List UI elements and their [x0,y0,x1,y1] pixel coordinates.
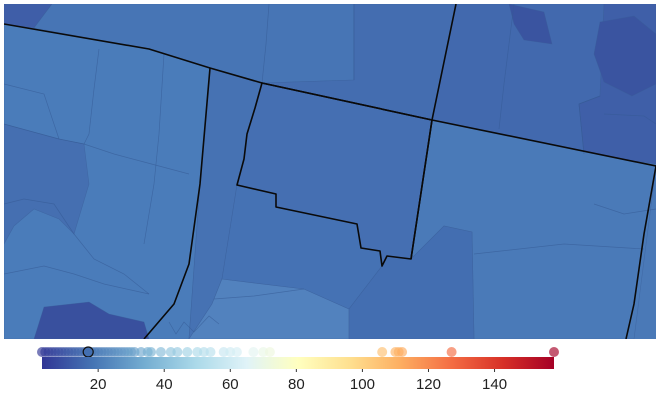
colorbar-ticks: 20 40 60 80 100 120 140 [90,369,507,393]
region-far-ne-dark[interactable] [508,4,553,45]
outlined-region-border [236,82,433,267]
choropleth-map[interactable] [4,4,656,339]
county-line-e [4,265,150,295]
distribution-dot [549,347,559,357]
county-line-k [593,203,656,215]
distribution-dot [264,347,275,357]
distribution-dot [155,347,166,357]
colorbar-tick-label: 100 [350,376,375,393]
value-distribution-strip [37,346,559,358]
distribution-dot [146,347,156,357]
legend-canvas: 20 40 60 80 100 120 140 [37,346,559,393]
county-line-d [4,198,150,295]
colorbar-tick-label: 80 [288,376,305,393]
colorbar [42,357,554,369]
state-border-north [4,23,656,167]
county-line-j [603,113,656,125]
map-canvas[interactable] [4,4,656,339]
county-line-i [578,95,601,155]
distribution-dot [397,347,408,357]
distribution-dot [205,347,216,357]
state-border-far-east [625,165,656,339]
distribution-dot [377,347,388,357]
colorbar-tick-label: 120 [416,376,441,393]
highlighted-region-dot [82,346,94,358]
distribution-dot [182,347,193,357]
color-legend: 20 40 60 80 100 120 140 [0,339,662,395]
region-sw-dark[interactable] [33,301,150,339]
county-line-o [168,315,220,335]
county-line-n [4,83,60,140]
region-far-ne-dark-2[interactable] [593,15,656,97]
county-line-b [83,48,100,145]
colorbar-tick-label: 60 [222,376,239,393]
county-line-f [261,4,270,84]
colorbar-tick-label: 140 [482,376,507,393]
distribution-dot [248,347,259,357]
state-border-west [143,67,211,339]
county-line-l [213,288,305,300]
county-line-c [143,53,165,245]
colorbar-tick-label: 40 [156,376,173,393]
colorbar-tick-label: 20 [90,376,107,393]
county-line-h [498,4,515,130]
distribution-dot [172,347,183,357]
distribution-dot [231,347,242,357]
county-line-m [473,243,645,255]
distribution-dot [446,347,457,357]
county-line-a [4,123,190,175]
